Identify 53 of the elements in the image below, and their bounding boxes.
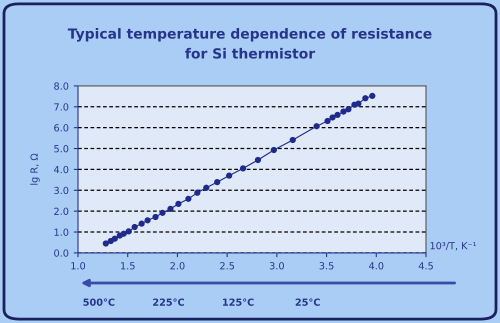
point [334, 112, 341, 118]
y-tick-label: 3.0 [54, 186, 68, 194]
y-tick-label: 7.0 [54, 103, 68, 111]
point [138, 220, 145, 227]
y-tick-label: 1.0 [54, 228, 68, 236]
y-axis-title: lg R, Ω [30, 154, 40, 185]
x-tick-label: 1.5 [121, 262, 135, 270]
point [345, 106, 352, 112]
point [126, 228, 132, 235]
text: 25°C [296, 298, 320, 306]
x-tick-label: 2.5 [220, 262, 234, 270]
point [120, 230, 127, 237]
x-tick-label: 3.5 [320, 262, 334, 270]
y-tick-label: 4.0 [54, 166, 68, 174]
point [132, 224, 138, 230]
point [240, 165, 246, 172]
point [175, 200, 182, 207]
point [362, 95, 368, 102]
point [144, 217, 151, 224]
point [329, 114, 336, 121]
point [290, 136, 296, 144]
point [314, 123, 320, 130]
text: 225°C [153, 298, 184, 306]
point [152, 214, 159, 220]
point [185, 196, 192, 202]
point [112, 236, 118, 242]
y-tick-label: 6.0 [54, 124, 68, 132]
x-tick-label: 3.0 [270, 262, 284, 270]
point [226, 172, 232, 179]
point [214, 179, 220, 186]
text: 125°C [223, 298, 254, 306]
point [369, 92, 376, 100]
chart-title: Typical temperature dependence of resistance for Si thermistor [68, 28, 432, 59]
y-tick-label: 5.0 [54, 145, 68, 152]
y-tick-label: 0.0 [54, 249, 68, 257]
x-tick-label: 4.0 [369, 262, 384, 270]
point [324, 118, 331, 124]
point [167, 206, 174, 212]
y-tick-label: 8.0 [54, 82, 68, 90]
point [159, 210, 166, 216]
point [194, 190, 200, 196]
x-axis-title: 10³/T, K⁻¹ [430, 242, 476, 250]
point [254, 156, 262, 164]
point [355, 100, 362, 107]
x-tick-label: 1.0 [71, 262, 86, 270]
x-tick-label: 2.0 [170, 262, 185, 270]
point [203, 184, 210, 191]
point [270, 146, 277, 154]
x-tick-label: 4.5 [418, 262, 433, 270]
y-tick-label: 2.0 [54, 208, 68, 215]
point [102, 240, 109, 247]
point [340, 108, 347, 115]
text: 500°C [83, 298, 114, 306]
